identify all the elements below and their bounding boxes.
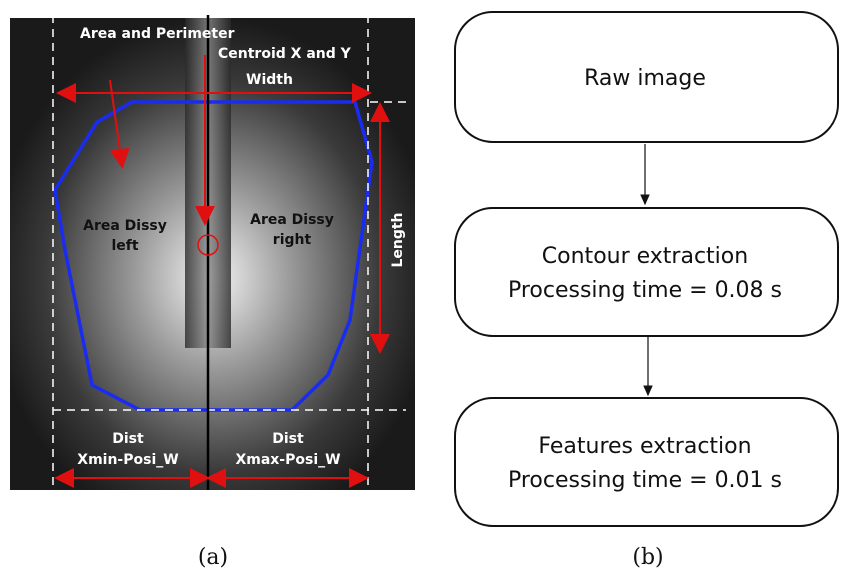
annotation: Centroid X and Y (218, 46, 352, 62)
annotation: Area and Perimeter (80, 26, 235, 42)
annotation: Length (390, 212, 406, 267)
annotation: Xmax-Posi_W (235, 452, 340, 468)
figure: Area and Perimeter Centroid X and Y Widt… (0, 0, 843, 575)
annotation: Dist (272, 431, 304, 447)
flow-node (455, 208, 838, 336)
node-label: Contour extraction (542, 244, 748, 269)
annotation: Area Dissy (83, 218, 167, 234)
node-label: Processing time = 0.01 s (508, 468, 782, 493)
node-label: Processing time = 0.08 s (508, 278, 782, 303)
annotation: left (111, 238, 138, 254)
panel-b: (b) Raw image Contour extraction Processin… (455, 12, 838, 570)
annotation: Area Dissy (250, 212, 334, 228)
node-label: Features extraction (538, 434, 751, 459)
annotation: Width (246, 72, 293, 88)
annotation: Dist (112, 431, 144, 447)
node-label: Raw image (584, 66, 706, 91)
caption: (a) (198, 545, 228, 570)
caption: (b) (632, 545, 663, 570)
annotation: Xmin-Posi_W (77, 452, 178, 468)
annotation: right (273, 232, 312, 248)
panel-a: Area and Perimeter Centroid X and Y Widt… (10, 15, 415, 570)
flow-node (455, 398, 838, 526)
